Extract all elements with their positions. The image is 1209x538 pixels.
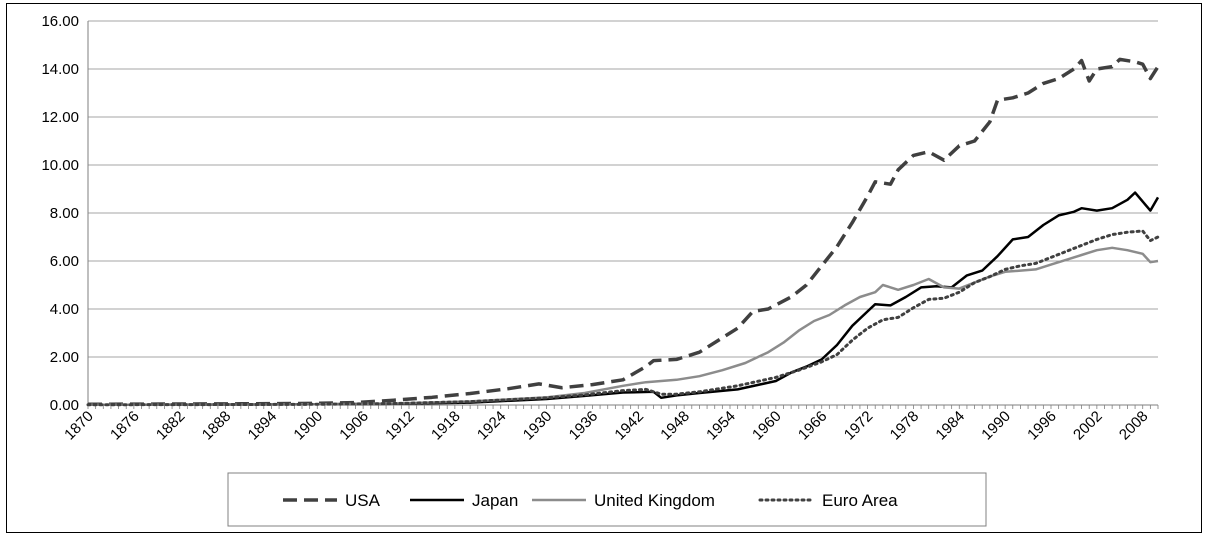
x-tick-label: 1966 (795, 408, 831, 444)
x-tick-label: 1912 (382, 408, 418, 444)
y-tick-label: 16.00 (41, 13, 79, 30)
y-tick-label: 2.00 (50, 349, 79, 366)
x-tick-label: 1954 (703, 408, 739, 444)
legend-label-united-kingdom: United Kingdom (594, 491, 715, 510)
x-tick-label: 1882 (153, 408, 189, 444)
y-tick-label: 8.00 (50, 205, 79, 222)
x-tick-label: 1978 (887, 408, 923, 444)
y-tick-label: 6.00 (50, 253, 79, 270)
x-tick-label: 2002 (1070, 408, 1106, 444)
x-tick-label: 1960 (749, 408, 785, 444)
x-tick-label: 1942 (611, 408, 647, 444)
y-tick-label: 4.00 (50, 301, 79, 318)
x-tick-label: 1876 (107, 408, 143, 444)
legend-box (227, 472, 987, 527)
y-tick-label: 0.00 (50, 397, 79, 414)
series-line-usa (87, 57, 1160, 407)
chart-frame (6, 3, 1202, 533)
legend-label-usa: USA (345, 491, 381, 510)
x-tick-label: 2008 (1116, 408, 1152, 444)
y-tick-label: 10.00 (41, 157, 79, 174)
x-tick-label: 1894 (245, 408, 281, 444)
x-axis: 1870 1876 1882 1888 1894 1900 1906 1912 1918 1924… (61, 404, 1159, 444)
x-tick-label: 1900 (290, 408, 326, 444)
y-tick-label: 14.00 (41, 61, 79, 78)
x-tick-label: 1972 (841, 408, 877, 444)
x-tick-label: 1996 (1024, 408, 1060, 444)
x-tick-label: 1930 (520, 408, 556, 444)
x-tick-label: 1990 (978, 408, 1014, 444)
x-tick-label: 1948 (657, 408, 693, 444)
series-line-united-kingdom (87, 246, 1159, 407)
y-tick-label: 12.00 (41, 109, 79, 126)
legend: USA Japan United Kingdom Euro Area (227, 472, 987, 527)
legend-label-japan: Japan (472, 491, 518, 510)
x-tick-label: 1888 (199, 408, 235, 444)
series-line-euro-area (86, 229, 1160, 407)
x-tick-label: 1906 (336, 408, 372, 444)
x-tick-label: 1918 (428, 408, 464, 444)
gridlines (88, 20, 1158, 358)
x-tick-label: 1924 (474, 408, 510, 444)
series-lines (86, 57, 1160, 407)
y-axis: 0.00 2.00 4.00 6.00 8.00 10.00 12.00 14.00 16.00 (41, 13, 89, 414)
x-tick-label: 1936 (566, 408, 602, 444)
x-tick-label: 1984 (932, 408, 968, 444)
legend-label-euro-area: Euro Area (822, 491, 898, 510)
series-line-japan (87, 191, 1160, 407)
